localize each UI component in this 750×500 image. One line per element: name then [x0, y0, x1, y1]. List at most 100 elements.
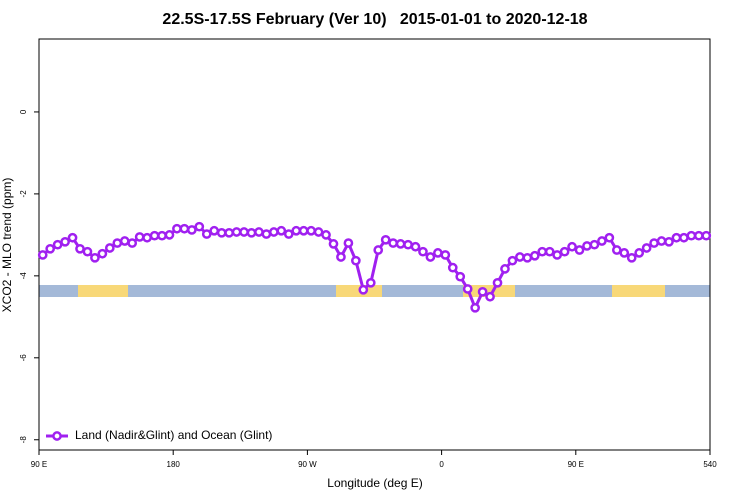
data-point: [380, 234, 391, 245]
data-point: [433, 248, 443, 258]
land-segment: [463, 285, 515, 297]
data-point: [127, 238, 138, 248]
data-point: [500, 264, 510, 274]
data-point: [269, 227, 279, 237]
x-tick-label: 180: [167, 460, 181, 469]
data-point: [37, 250, 48, 260]
data-point: [298, 225, 309, 236]
x-tick-label: 90 E: [568, 460, 584, 469]
data-point: [403, 239, 413, 250]
data-point: [261, 229, 272, 239]
land-mask: [39, 285, 710, 297]
data-point: [283, 229, 294, 239]
data-point: [477, 286, 488, 297]
data-point: [395, 239, 406, 249]
data-point: [224, 227, 234, 238]
data-point: [567, 241, 577, 252]
data-point: [373, 245, 384, 255]
data-point: [529, 250, 540, 261]
data-point: [418, 246, 428, 257]
data-point: [179, 223, 190, 234]
data-point: [172, 223, 182, 234]
data-point: [686, 230, 697, 241]
data-point: [90, 252, 100, 263]
data-point: [209, 225, 220, 236]
data-point: [537, 246, 548, 257]
data-point: [410, 241, 421, 252]
data-point: [351, 255, 361, 266]
data-point: [142, 232, 152, 243]
data-point: [649, 238, 659, 248]
data-point: [82, 246, 93, 257]
data-point: [470, 302, 480, 313]
y-tick-label: -4: [19, 272, 28, 280]
land-segment: [612, 285, 665, 297]
data-point: [641, 243, 652, 253]
data-point: [515, 252, 525, 262]
data-point: [671, 232, 682, 243]
legend-marker: [52, 431, 62, 441]
legend-label: Land (Nadir&Glint) and Ocean (Glint): [75, 428, 272, 442]
data-point: [254, 227, 264, 237]
data-point: [582, 241, 592, 251]
data-point: [328, 239, 339, 249]
data-point: [440, 250, 451, 260]
data-point: [679, 232, 689, 243]
x-axis-label: Longitude (deg E): [327, 476, 422, 490]
data-point: [701, 230, 712, 241]
chart-title: 22.5S-17.5S February (Ver 10) 2015-01-01…: [162, 11, 587, 28]
data-point: [574, 245, 585, 255]
data-point: [552, 250, 563, 260]
data-point: [186, 225, 197, 235]
data-point: [388, 238, 398, 248]
x-tick-label: 90 E: [31, 460, 47, 469]
data-point: [611, 245, 622, 255]
data-point: [656, 236, 667, 246]
data-point: [194, 221, 205, 232]
data-point: [507, 255, 518, 266]
data-point: [164, 230, 175, 240]
data-point: [246, 227, 257, 238]
data-point: [358, 284, 369, 295]
data-point: [119, 236, 130, 246]
data-point: [291, 225, 302, 236]
x-tick-label: 0: [439, 460, 444, 469]
data-point: [619, 248, 630, 258]
data-point: [321, 230, 331, 240]
data-point: [544, 246, 555, 257]
data-point: [664, 236, 674, 247]
data-point: [336, 252, 346, 262]
data-point: [231, 227, 242, 237]
data-point: [149, 230, 160, 241]
plot-frame: [38, 38, 711, 451]
data-point: [201, 229, 212, 239]
data-point: [313, 227, 324, 237]
data-point: [45, 243, 56, 254]
data-point: [626, 252, 637, 263]
data-point: [157, 230, 167, 241]
data-point: [239, 227, 249, 237]
land-segment: [78, 285, 128, 297]
data-point: [75, 243, 85, 254]
data-point: [693, 230, 704, 241]
data-point: [134, 232, 145, 242]
data-point: [455, 271, 466, 282]
data-point: [447, 262, 458, 273]
data-point: [60, 236, 70, 247]
data-point: [425, 252, 436, 262]
data-point: [522, 252, 533, 263]
x-tick-label: 90 W: [298, 460, 317, 469]
y-tick-label: 0: [19, 109, 28, 114]
data-point: [559, 246, 570, 257]
data-point: [492, 277, 503, 288]
data-point: [276, 225, 287, 236]
data-point: [604, 232, 615, 243]
data-point: [462, 284, 473, 294]
data-point: [343, 238, 354, 248]
data-point: [104, 243, 115, 253]
data-point: [52, 239, 63, 250]
data-point: [365, 277, 376, 288]
data-point: [67, 232, 78, 243]
data-point: [634, 248, 645, 258]
